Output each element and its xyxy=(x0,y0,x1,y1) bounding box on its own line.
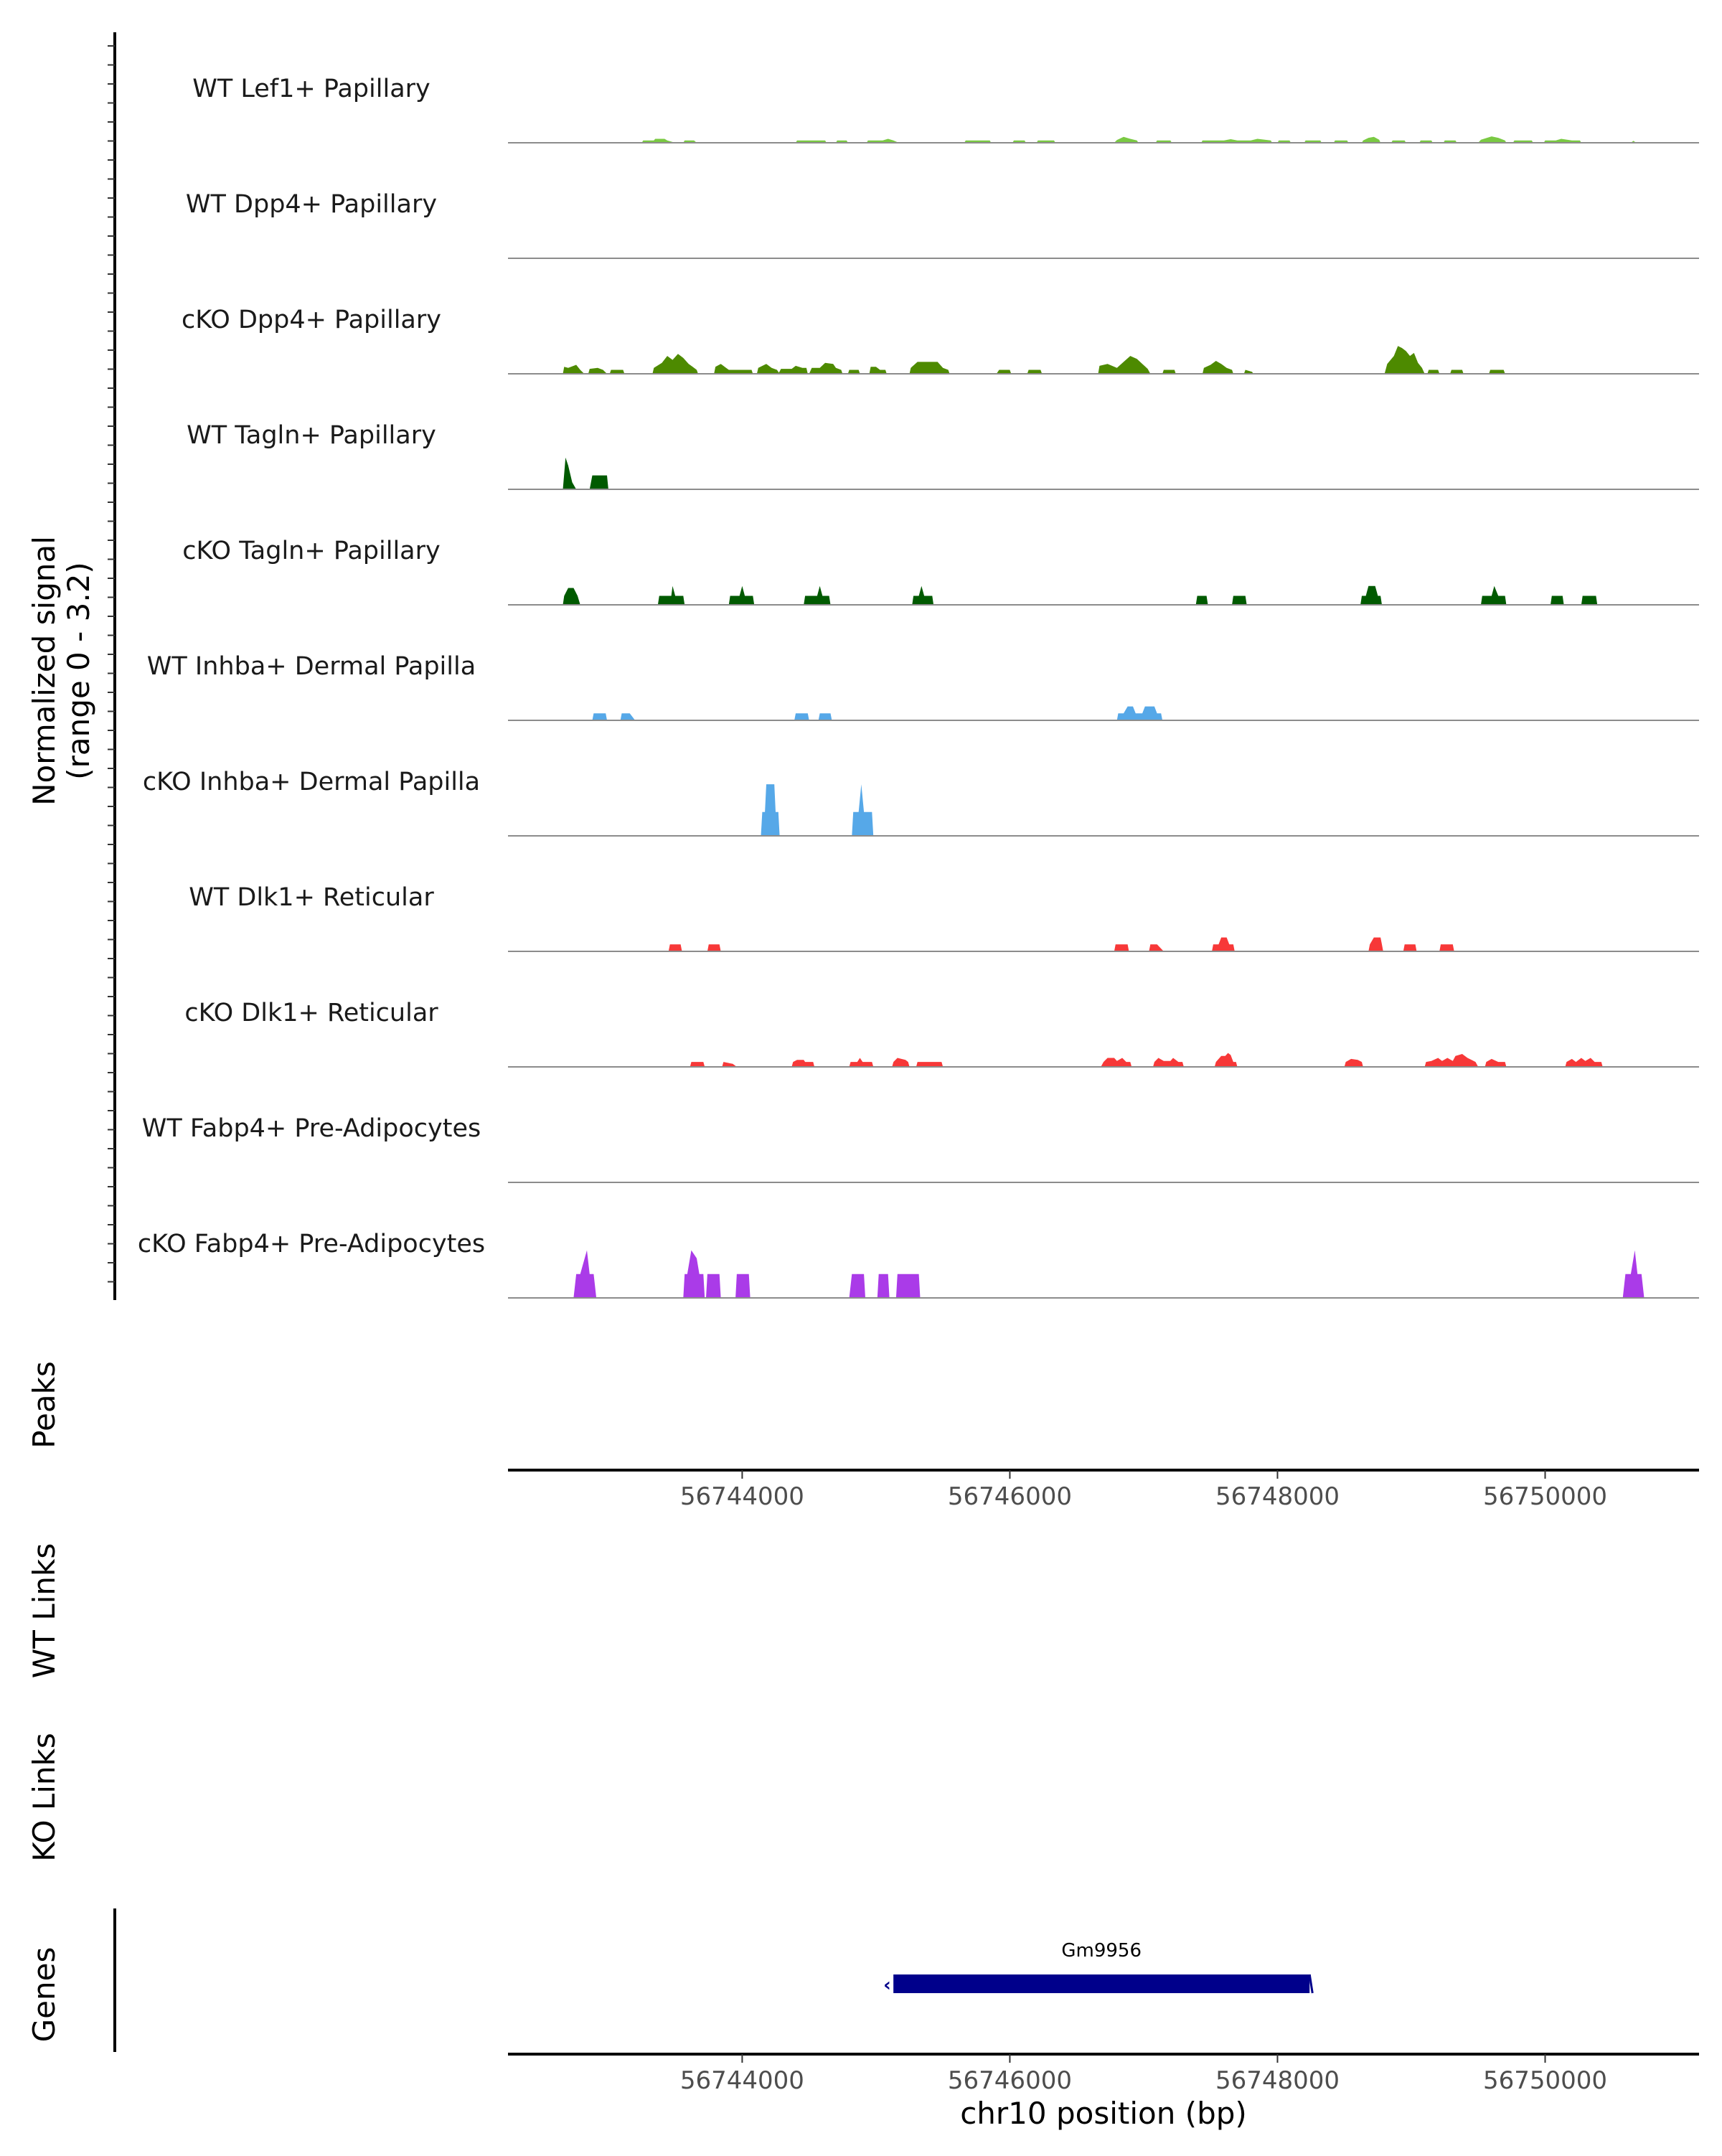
coverage-tracks: WT Lef1+ Papillary WT Dpp4+ Papillary cKO … xyxy=(138,75,1699,1299)
gene-track: Gm9956 ‹ xyxy=(883,1940,1314,1996)
track-9: WT Fabp4+ Pre-Adipocytes xyxy=(142,1114,1699,1183)
track-label: cKO Dlk1+ Reticular xyxy=(184,999,438,1027)
x-axis-tick-label: 56744000 xyxy=(680,2066,804,2095)
track-7: WT Dlk1+ Reticular xyxy=(189,883,1699,952)
gene-label: Gm9956 xyxy=(1061,1940,1142,1962)
coverage-area xyxy=(761,784,874,836)
ko-links-panel-label: KO Links xyxy=(27,1733,62,1862)
genes-panel-label: Genes xyxy=(27,1947,62,2043)
coverage-area xyxy=(641,136,1637,143)
track-label: cKO Dpp4+ Papillary xyxy=(182,306,441,334)
track-label: WT Fabp4+ Pre-Adipocytes xyxy=(142,1114,481,1143)
gene-body xyxy=(893,1974,1310,1993)
track-label: WT Tagln+ Papillary xyxy=(187,421,436,450)
track-2: cKO Dpp4+ Papillary xyxy=(182,306,1699,375)
track-0: WT Lef1+ Papillary xyxy=(192,75,1699,143)
gene-strand-marker: ‹ xyxy=(883,1974,891,1996)
track-label: WT Inhba+ Dermal Papilla xyxy=(147,652,476,681)
track-label: cKO Fabp4+ Pre-Adipocytes xyxy=(138,1230,485,1258)
coverage-area xyxy=(563,585,1598,605)
x-axis-tick-label: 56748000 xyxy=(1215,2066,1340,2095)
track-3: WT Tagln+ Papillary xyxy=(187,421,1699,490)
gene-end-marker xyxy=(1308,1974,1314,1994)
track-label: WT Dlk1+ Reticular xyxy=(189,883,434,912)
track-6: cKO Inhba+ Dermal Papilla xyxy=(143,768,1699,837)
track-label: WT Lef1+ Papillary xyxy=(192,75,430,103)
y-axis-label: Normalized signal xyxy=(27,536,62,806)
track-1: WT Dpp4+ Papillary xyxy=(186,190,1699,259)
peaks-panel-label: Peaks xyxy=(27,1361,62,1449)
x-axis-tick-label: 56746000 xyxy=(948,2066,1072,2095)
track-label: WT Dpp4+ Papillary xyxy=(186,190,437,219)
track-label: cKO Tagln+ Papillary xyxy=(182,537,441,565)
track-10: cKO Fabp4+ Pre-Adipocytes xyxy=(138,1230,1699,1299)
x-axis-tick-label: 56748000 xyxy=(1215,1482,1340,1511)
track-5: WT Inhba+ Dermal Papilla xyxy=(147,652,1699,721)
x-axis-label: chr10 position (bp) xyxy=(960,2096,1247,2131)
wt-links-panel-label: WT Links xyxy=(27,1543,62,1678)
coverage-area xyxy=(690,1053,1603,1067)
coverage-area xyxy=(563,346,1505,374)
coverage-area xyxy=(563,457,608,489)
x-axis-tick-label: 56746000 xyxy=(948,1482,1072,1511)
track-8: cKO Dlk1+ Reticular xyxy=(184,999,1699,1068)
y-axis-range-label: (range 0 - 3.2) xyxy=(61,562,96,780)
track-4: cKO Tagln+ Papillary xyxy=(182,537,1699,606)
coverage-area xyxy=(668,937,1454,951)
track-label: cKO Inhba+ Dermal Papilla xyxy=(143,768,480,796)
x-axis-tick-label: 56744000 xyxy=(680,1482,804,1511)
peaks-x-axis: 56744000 56746000 56748000 56750000 xyxy=(508,1469,1699,1511)
coverage-y-axis xyxy=(108,32,116,1300)
genes-x-axis: 56744000 56746000 56748000 56750000 xyxy=(508,2053,1699,2095)
x-axis-tick-label: 56750000 xyxy=(1483,2066,1607,2095)
x-axis-tick-label: 56750000 xyxy=(1483,1482,1607,1511)
